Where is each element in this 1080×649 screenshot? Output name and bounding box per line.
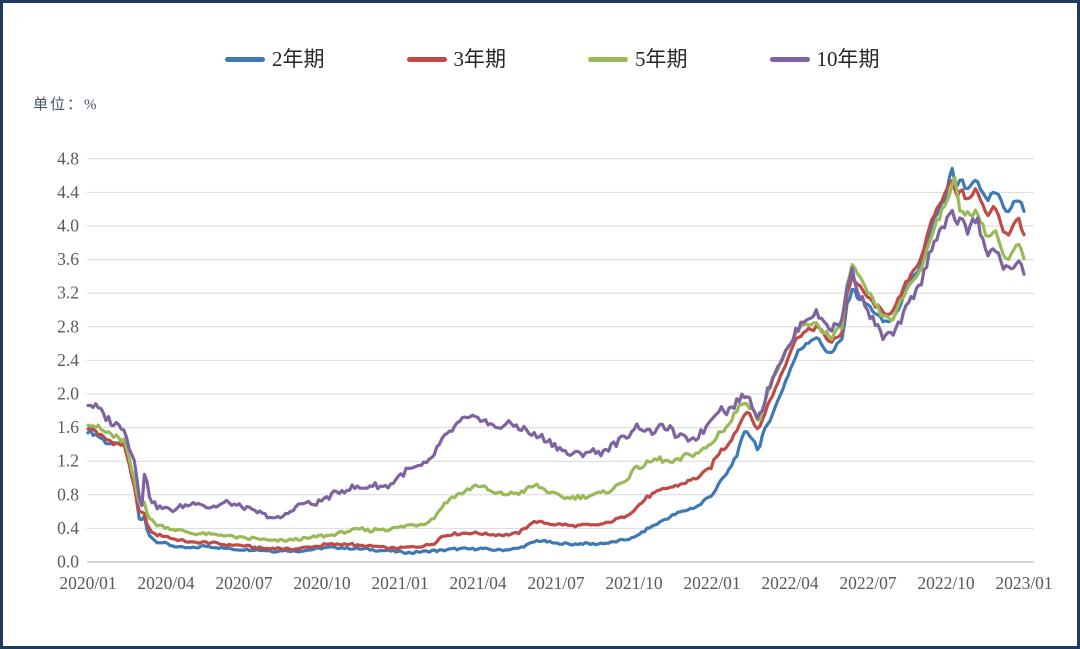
x-axis-tick-label: 2021/07 [527,573,585,593]
y-axis-tick-label: 1.6 [57,417,79,437]
legend-line-swatch-3y [406,57,447,62]
y-axis-tick-label: 2.0 [57,384,79,404]
series-line-5y [86,175,1026,543]
legend-line-swatch-10y [769,57,810,62]
x-axis-tick-label: 2022/10 [917,573,975,593]
series-line-2y [86,166,1026,555]
legend-item-2y: 2年期 [225,49,325,70]
legend-label-10y: 10年期 [816,47,880,71]
y-axis-tick-label: 2.4 [57,350,79,370]
legend-label-5y: 5年期 [635,47,688,71]
y-axis-tick-label: 4.8 [57,148,79,168]
x-axis-tick-label: 2021/10 [605,573,663,593]
x-axis-tick-label: 2020/07 [215,573,273,593]
yield-line-chart: 0.0 0.4 0.8 1.2 1.6 2.0 2.4 2.8 3.2 3.6 4.0 4.4 4.8 2… [57,148,1053,593]
x-axis-tick-label: 2023/01 [995,573,1052,593]
y-axis-tick-label: 1.2 [57,451,79,471]
y-axis-tick-label: 4.4 [57,182,79,202]
x-axis-tick-label: 2022/01 [683,573,740,593]
legend-item-5y: 5年期 [588,49,688,70]
x-axis-tick-label: 2022/04 [761,573,819,593]
legend-label-3y: 3年期 [453,47,507,71]
legend-item-10y: 10年期 [769,47,880,71]
legend-line-swatch-5y [588,57,628,62]
series-line-10y [86,208,1026,520]
x-axis-tick-label: 2020/04 [137,573,195,593]
y-axis-tick-label: 0.8 [57,484,79,504]
y-axis-tick-label: 4.0 [57,216,79,236]
y-axis-tick-label: 2.8 [57,316,79,336]
x-axis-tick-label: 2022/07 [839,573,897,593]
chart-legend: 2年期 3年期 5年期 10年期 [225,49,880,70]
series-line-3y [86,179,1026,552]
y-axis-tick-label: 0.4 [57,518,79,538]
legend-item-3y: 3年期 [406,47,507,71]
x-axis-tick-label: 2020/01 [59,573,116,593]
y-axis-tick-label: 3.6 [57,249,79,269]
y-axis-tick-label: 3.2 [57,283,79,303]
legend-label-2y: 2年期 [272,47,325,71]
y-axis-tick-label: 0.0 [57,552,79,572]
x-axis-tick-label: 2021/01 [371,573,428,593]
x-axis-tick-label: 2021/04 [449,573,507,593]
legend-line-swatch-2y [225,57,265,62]
unit-label: 单位：% [33,97,99,113]
x-axis-tick-label: 2020/10 [293,573,351,593]
